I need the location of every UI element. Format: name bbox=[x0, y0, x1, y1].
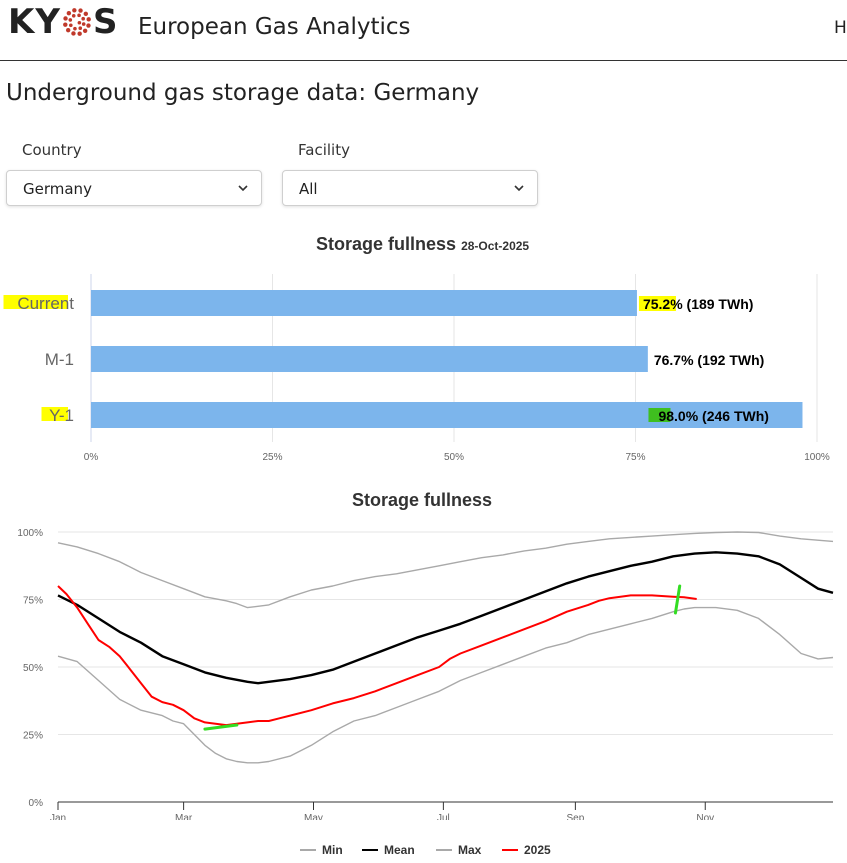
bar-category-label: Current bbox=[17, 294, 74, 313]
facility-label: Facility bbox=[298, 141, 350, 159]
line-x-tick-label: Mar bbox=[175, 813, 193, 820]
line-y-tick-label: 75% bbox=[23, 596, 43, 607]
bar-x-tick-label: 25% bbox=[262, 452, 282, 463]
logo-dot bbox=[66, 10, 72, 16]
highlight-mark bbox=[648, 408, 671, 422]
country-select[interactable]: Germany bbox=[6, 170, 262, 206]
line-x-tick-label: Jan bbox=[50, 813, 66, 820]
annotation-mark bbox=[673, 584, 682, 615]
logo-dot bbox=[73, 26, 77, 31]
logo-dot bbox=[78, 8, 83, 13]
bar-category-label: M-1 bbox=[45, 350, 74, 369]
bar-x-tick-label: 0% bbox=[84, 452, 99, 463]
series-line-mean bbox=[57, 551, 834, 685]
line-x-tick-label: Nov bbox=[696, 813, 714, 820]
logo-dot bbox=[86, 17, 91, 22]
legend-item-2025[interactable]: 2025 bbox=[502, 843, 551, 857]
bar-current bbox=[91, 290, 637, 316]
bar-chart-title: Storage fullness 28-Oct-2025 bbox=[316, 234, 529, 255]
bar-data-label-value: 75.2 bbox=[643, 296, 670, 312]
line-y-tick-label: 100% bbox=[17, 528, 43, 539]
legend-item-mean[interactable]: Mean bbox=[362, 843, 415, 857]
bar-category-label: Y-1 bbox=[49, 406, 74, 425]
country-select-value: Germany bbox=[23, 180, 92, 198]
page-title: Underground gas storage data: Germany bbox=[6, 80, 480, 106]
highlight-mark bbox=[3, 295, 68, 309]
line-chart-title: Storage fullness bbox=[352, 490, 493, 510]
series-line-2025 bbox=[57, 585, 697, 727]
line-y-tick-label: 0% bbox=[29, 798, 44, 809]
logo-dot bbox=[63, 22, 68, 27]
highlight-mark bbox=[638, 296, 676, 311]
logo-dot bbox=[77, 20, 82, 25]
bar-data-label-rest: % (189 TWh) bbox=[670, 296, 753, 312]
legend-swatch bbox=[502, 849, 518, 851]
line-x-tick-label: Sep bbox=[566, 813, 584, 820]
app-header: KY S European Gas Analytics H bbox=[0, 0, 847, 61]
line-x-tick-label: May bbox=[304, 813, 323, 820]
bar-data-label-value: 98.0 bbox=[658, 408, 685, 424]
bar-data-label-rest: % (192 TWh) bbox=[681, 352, 764, 368]
legend-label: Mean bbox=[384, 843, 415, 857]
line-x-tick-label: Jul bbox=[437, 813, 450, 820]
legend-swatch bbox=[436, 849, 452, 851]
bar-x-tick-label: 100% bbox=[804, 452, 830, 463]
line-y-tick-label: 50% bbox=[23, 663, 43, 674]
highlight-mark bbox=[41, 407, 68, 421]
legend-item-min[interactable]: Min bbox=[300, 843, 343, 857]
logo-dot bbox=[71, 14, 76, 18]
legend-label: 2025 bbox=[524, 843, 551, 857]
chevron-down-icon bbox=[514, 185, 524, 192]
logo-dot bbox=[65, 27, 71, 33]
bar-data-label: 75.2% (189 TWh) bbox=[643, 296, 753, 312]
logo-dot bbox=[63, 16, 68, 21]
logo-dots-icon bbox=[63, 8, 91, 36]
legend-label: Min bbox=[322, 843, 343, 857]
storage-fullness-bar-chart: 0% 25% 50% 75% 100% Current 75.2% (189 TWh) M-1… bbox=[3, 274, 830, 463]
bar-x-tick-label: 50% bbox=[444, 452, 464, 463]
bar-y-1 bbox=[91, 402, 803, 428]
nav-link-cut[interactable]: H bbox=[834, 18, 847, 38]
bar-data-label: 76.7% (192 TWh) bbox=[654, 352, 764, 368]
bar-chart-title-text: Storage fullness bbox=[316, 234, 457, 254]
country-label: Country bbox=[22, 141, 82, 159]
chevron-down-icon bbox=[238, 185, 248, 192]
bar-m-1 bbox=[91, 346, 648, 372]
logo-dot bbox=[81, 16, 85, 21]
facility-select-value: All bbox=[299, 180, 318, 198]
line-y-tick-label: 25% bbox=[23, 731, 43, 742]
app-title: European Gas Analytics bbox=[138, 14, 411, 40]
bar-chart-date: 28-Oct-2025 bbox=[461, 239, 530, 253]
logo-dot bbox=[68, 18, 73, 22]
bar-data-label-rest: % (246 TWh) bbox=[686, 408, 769, 424]
legend-swatch bbox=[300, 849, 316, 851]
bar-data-label-value: 76.7 bbox=[654, 352, 681, 368]
logo-dot bbox=[71, 31, 76, 36]
logo-dot bbox=[72, 8, 77, 13]
logo-dot bbox=[82, 28, 88, 34]
bar-x-tick-label: 75% bbox=[625, 452, 645, 463]
bar-data-label: 98.0% (246 TWh) bbox=[658, 408, 768, 424]
kyos-logo[interactable]: KY S bbox=[8, 2, 119, 42]
legend-item-max[interactable]: Max bbox=[436, 843, 481, 857]
logo-dot bbox=[81, 22, 86, 26]
facility-select[interactable]: All bbox=[282, 170, 538, 206]
logo-dot bbox=[86, 23, 91, 28]
legend-swatch bbox=[362, 849, 378, 851]
series-line-max bbox=[57, 531, 834, 609]
logo-dot bbox=[68, 23, 73, 28]
logo-dot bbox=[83, 11, 88, 17]
annotation-mark bbox=[203, 723, 239, 731]
logo-dot bbox=[77, 31, 82, 36]
storage-fullness-line-chart: 0% 25% 50% 75% 100% Jan Mar May Jul Sep Nov bbox=[17, 528, 834, 820]
logo-dot bbox=[77, 13, 81, 18]
line-chart-legend: Min Mean Max 2025 bbox=[0, 843, 847, 861]
logo-dot bbox=[78, 26, 83, 30]
series-line-min bbox=[57, 606, 834, 764]
legend-label: Max bbox=[458, 843, 482, 857]
